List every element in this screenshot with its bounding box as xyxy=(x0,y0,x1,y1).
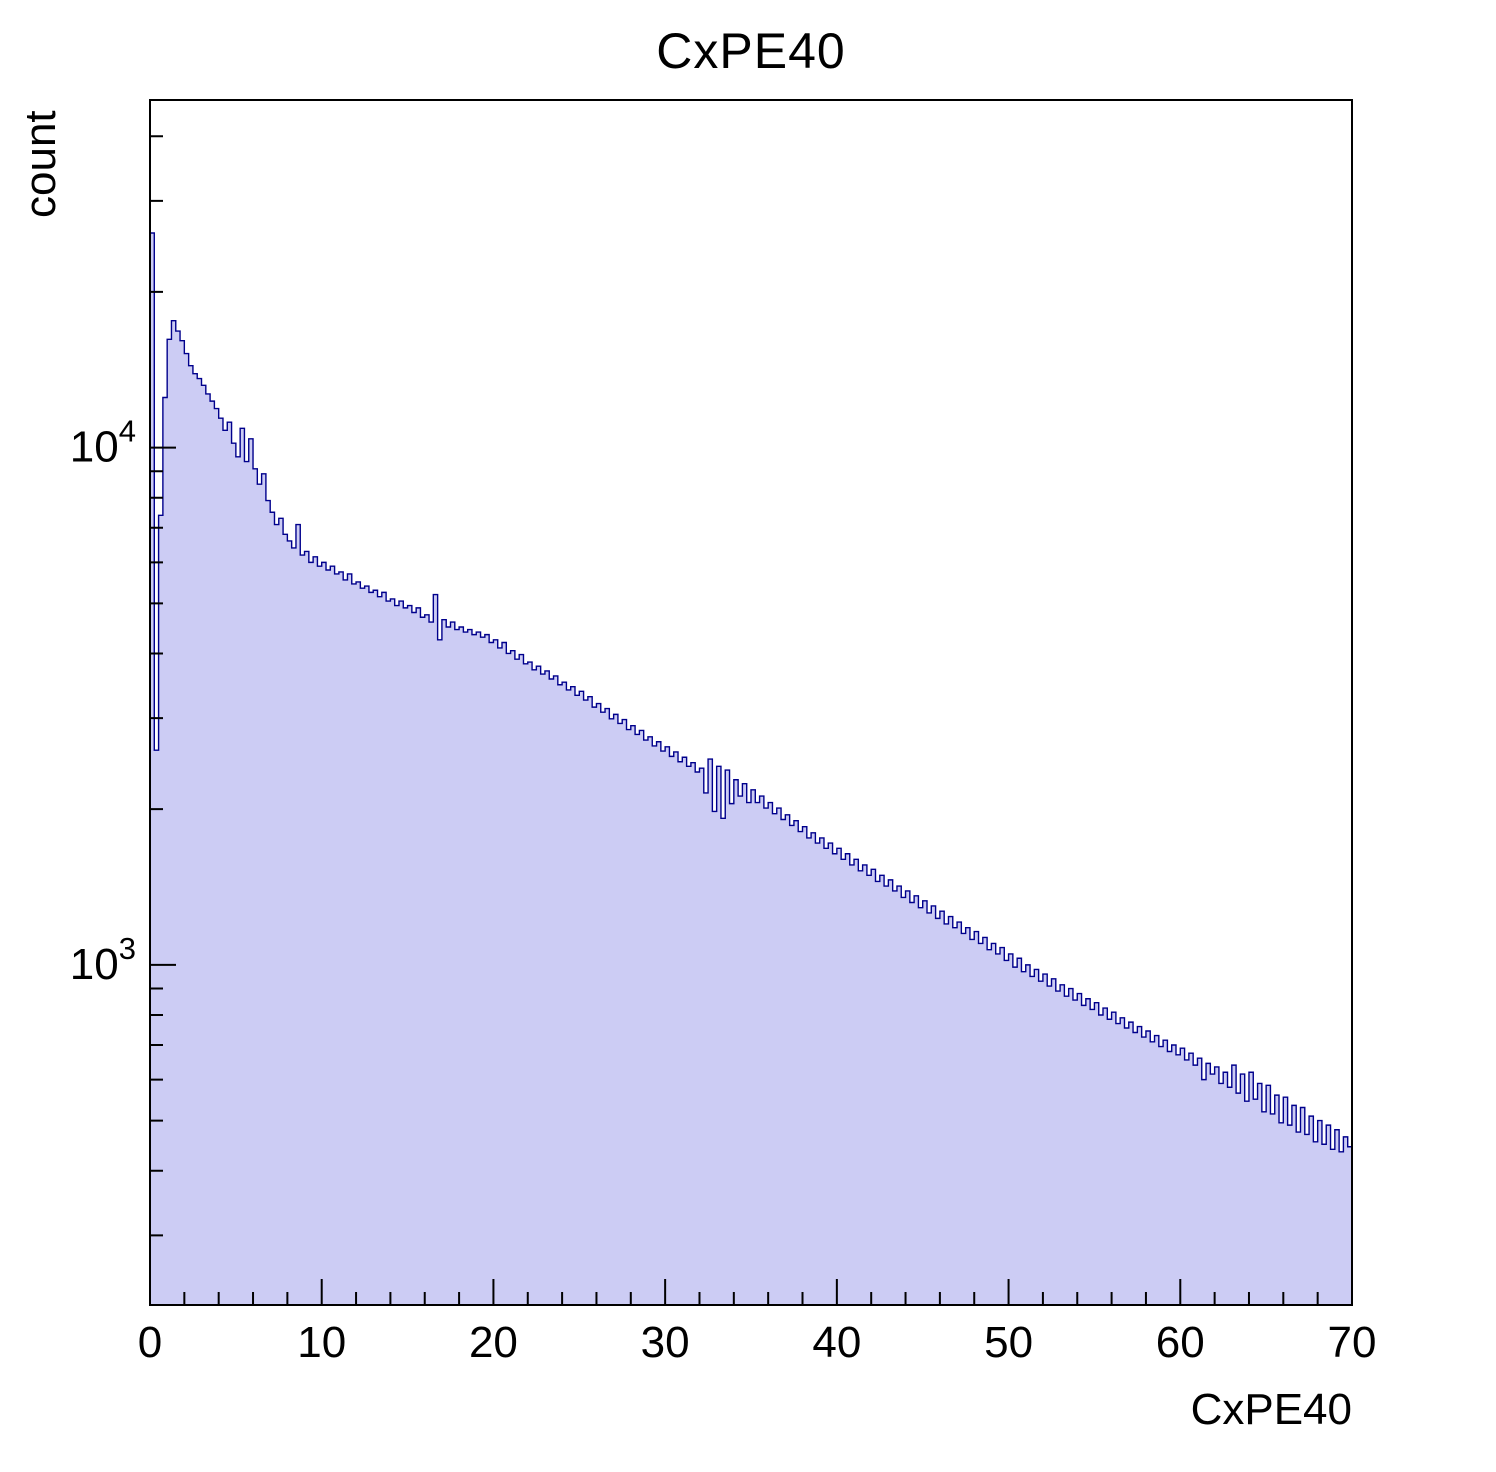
x-tick-label: 70 xyxy=(1328,1318,1377,1367)
x-tick-label: 10 xyxy=(297,1318,346,1367)
y-tick-label: 104 xyxy=(70,414,136,472)
x-tick-label: 0 xyxy=(138,1318,162,1367)
chart-title: CxPE40 xyxy=(656,23,846,79)
x-axis-title: CxPE40 xyxy=(1190,1385,1352,1434)
x-tick-label: 20 xyxy=(469,1318,518,1367)
y-tick-label: 103 xyxy=(70,931,136,989)
plot-frame xyxy=(149,99,1353,1306)
x-tick-label: 40 xyxy=(812,1318,861,1367)
x-tick-label: 50 xyxy=(984,1318,1033,1367)
x-tick-label: 60 xyxy=(1156,1318,1205,1367)
histogram-series xyxy=(149,232,1353,1306)
x-tick-label: 30 xyxy=(641,1318,690,1367)
axis-ticks xyxy=(149,135,1353,1305)
